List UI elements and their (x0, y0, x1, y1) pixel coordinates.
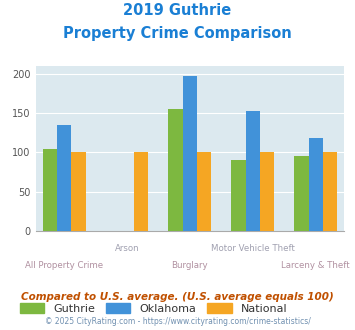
Text: Arson: Arson (115, 244, 139, 253)
Text: 2019 Guthrie: 2019 Guthrie (124, 3, 231, 18)
Bar (260, 152, 274, 231)
Bar (197, 152, 211, 231)
Text: Property Crime Comparison: Property Crime Comparison (63, 26, 292, 41)
Bar (71, 152, 86, 231)
Bar (308, 138, 323, 231)
Bar (57, 125, 71, 231)
Legend: Guthrie, Oklahoma, National: Guthrie, Oklahoma, National (16, 299, 291, 317)
Bar (169, 109, 183, 231)
Bar (231, 160, 246, 231)
Bar (323, 152, 337, 231)
Bar (43, 148, 57, 231)
Text: Larceny & Theft: Larceny & Theft (282, 261, 350, 270)
Text: Motor Vehicle Theft: Motor Vehicle Theft (211, 244, 295, 253)
Bar (183, 76, 197, 231)
Text: All Property Crime: All Property Crime (25, 261, 103, 270)
Bar (246, 111, 260, 231)
Text: © 2025 CityRating.com - https://www.cityrating.com/crime-statistics/: © 2025 CityRating.com - https://www.city… (45, 317, 310, 326)
Bar (294, 156, 308, 231)
Text: Compared to U.S. average. (U.S. average equals 100): Compared to U.S. average. (U.S. average … (21, 292, 334, 302)
Bar (134, 152, 148, 231)
Text: Burglary: Burglary (171, 261, 208, 270)
